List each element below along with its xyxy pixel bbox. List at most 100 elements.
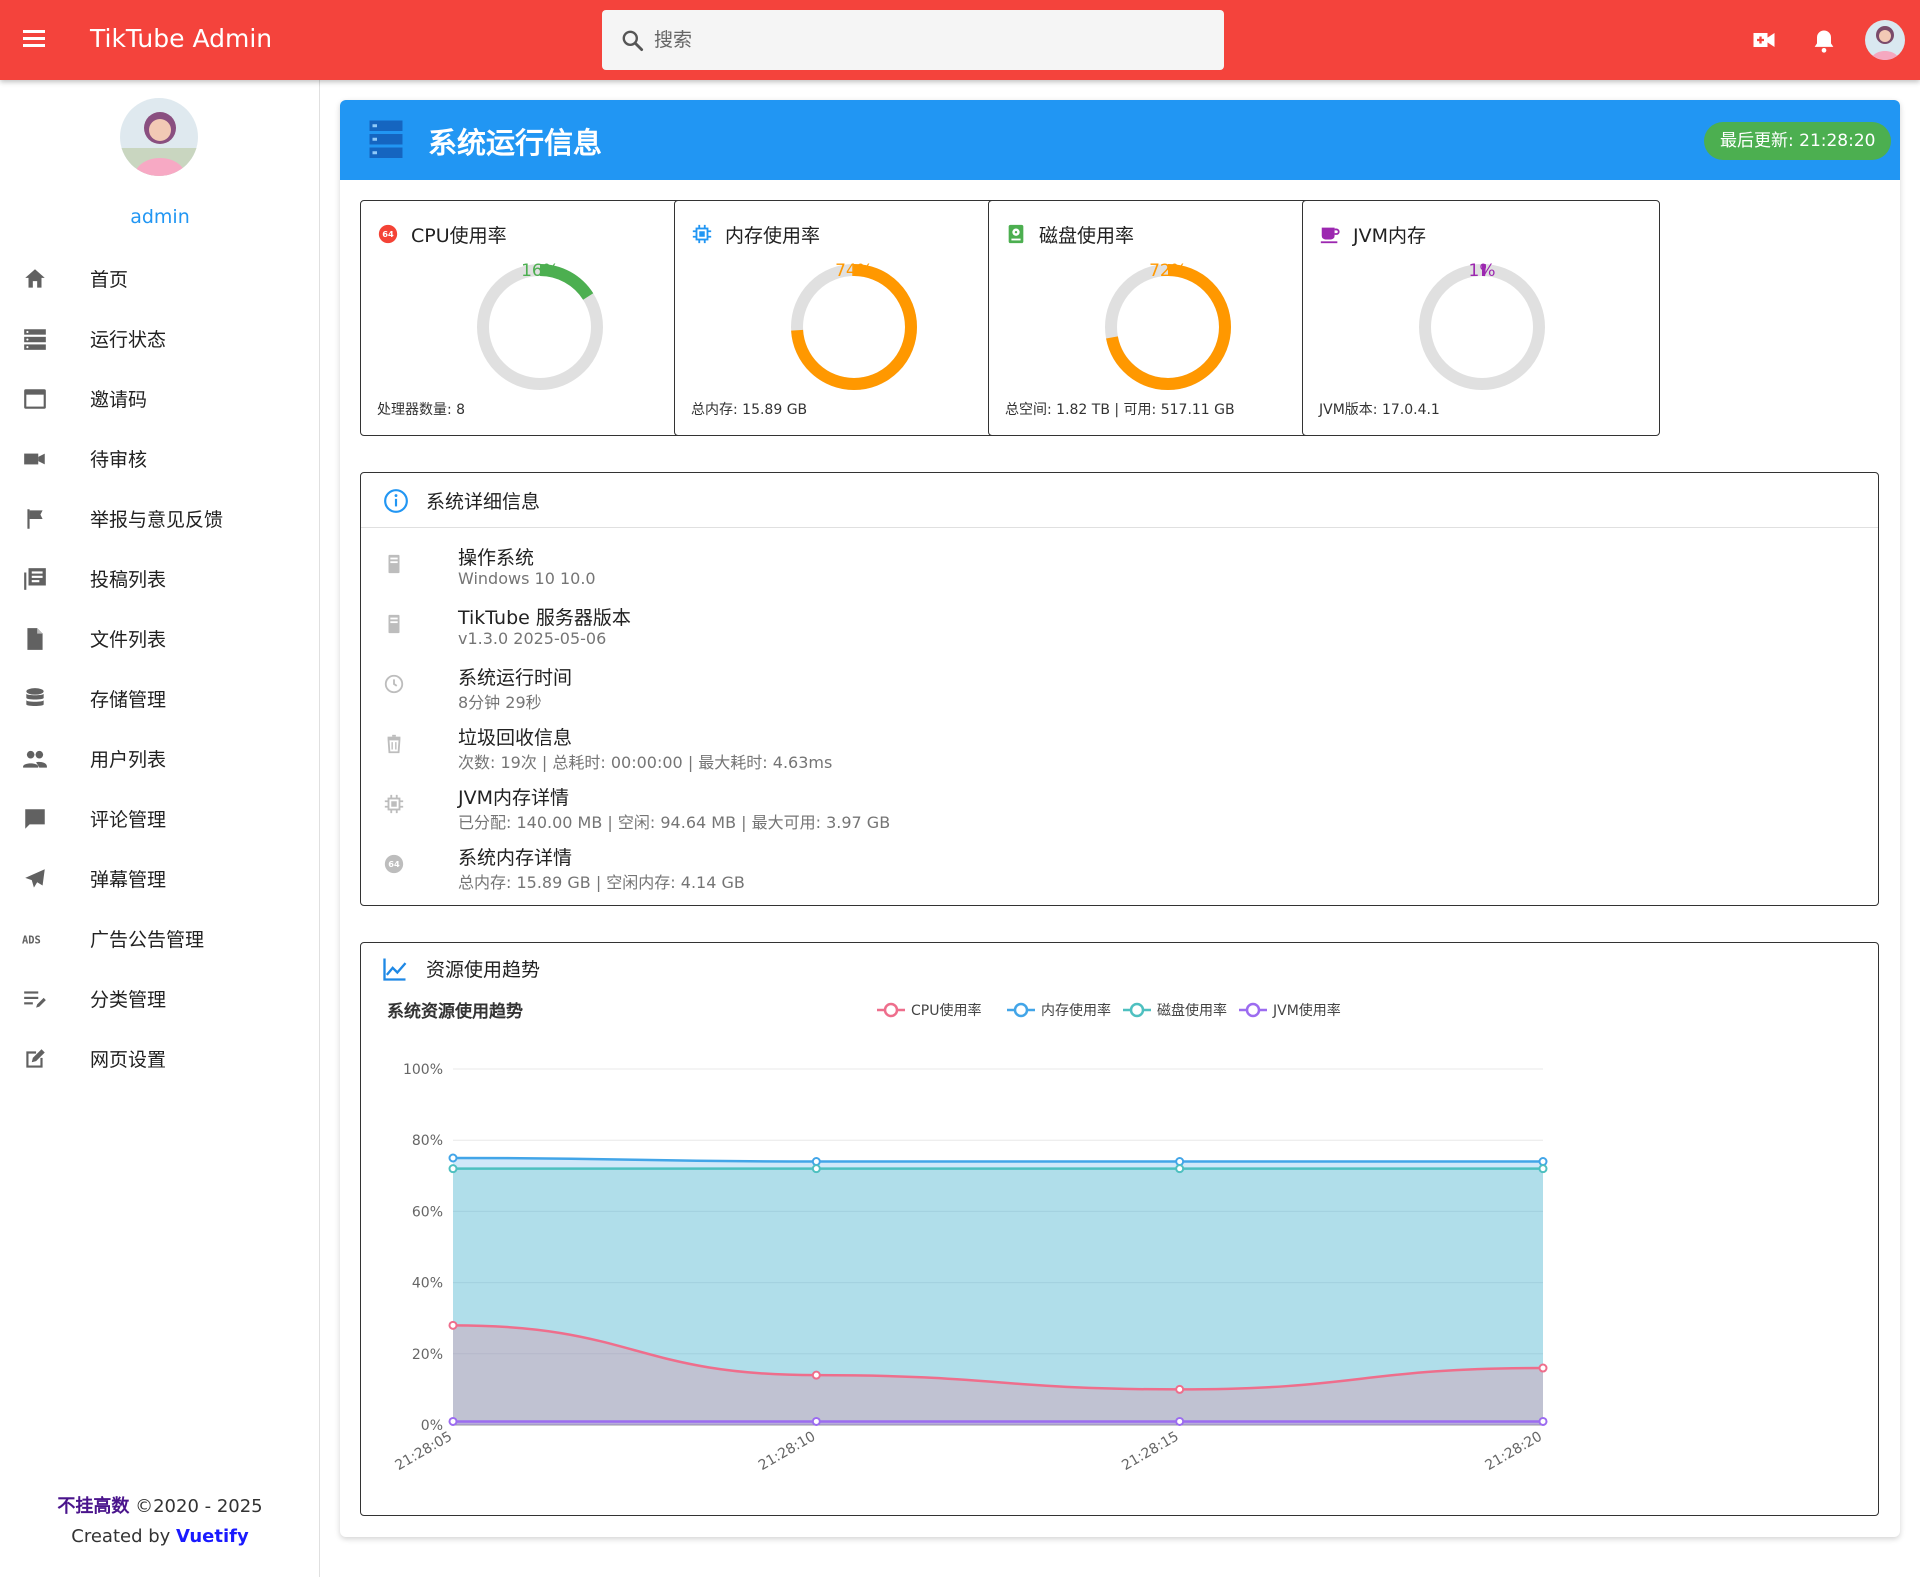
jvm-gauge (1419, 264, 1545, 390)
y-tick-label: 60% (412, 1204, 443, 1220)
detail-label: 系统内存详情 (458, 847, 573, 869)
y-tick-label: 100% (403, 1062, 443, 1078)
sidebar-item-label: 弹幕管理 (90, 869, 167, 891)
legend-marker (1013, 1002, 1029, 1018)
data-point (1175, 1164, 1185, 1174)
detail-label: TikTube 服务器版本 (458, 607, 631, 629)
videocam-icon (24, 453, 45, 465)
sidebar-item-comments[interactable]: 评论管理 (0, 788, 320, 848)
data-point (448, 1164, 458, 1174)
sidebar-item-label: 分类管理 (90, 989, 167, 1011)
data-point (1175, 1157, 1185, 1167)
menu-icon[interactable] (20, 28, 50, 50)
edit-list-icon (24, 991, 46, 1008)
sidebar-item-storage[interactable]: 存储管理 (0, 668, 320, 728)
sidebar-item-ads[interactable]: ADS 广告公告管理 (0, 908, 320, 968)
app-bar: TikTube Admin (0, 0, 1920, 80)
legend-label: 磁盘使用率 (1157, 1002, 1227, 1019)
sidebar-item-status[interactable]: 运行状态 (0, 308, 320, 368)
jvm-memory-card: JVM内存 1% JVM版本: 17.0.4.1 (1302, 200, 1660, 436)
detail-value: Windows 10 10.0 (458, 569, 596, 588)
sidebar-item-pending-review[interactable]: 待审核 (0, 428, 320, 488)
library-icon (24, 568, 46, 590)
dns-icon (24, 329, 46, 350)
info-icon (384, 489, 408, 513)
footer-copyright: ©2020 - 2025 (129, 1496, 263, 1517)
sidebar-item-label: 存储管理 (90, 689, 167, 711)
sidebar-item-invite-code[interactable]: 邀请码 (0, 368, 320, 428)
memory-total: 总内存: 15.89 GB (691, 402, 808, 418)
sidebar-item-users[interactable]: 用户列表 (0, 728, 320, 788)
sidebar-item-danmaku[interactable]: 弹幕管理 (0, 848, 320, 908)
system-details-card: 系统详细信息 操作系统 Windows 10 10.0 TikTube 服务器版… (360, 472, 1879, 906)
user-avatar[interactable] (1865, 20, 1905, 60)
cpu-64-icon: 64 (378, 224, 398, 244)
search-box[interactable] (602, 10, 1224, 70)
footer-framework-link[interactable]: Vuetify (176, 1526, 249, 1547)
jvm-version: JVM版本: 17.0.4.1 (1319, 402, 1440, 418)
x-tick-label: 21:28:20 (1483, 1429, 1545, 1474)
svg-text:64: 64 (382, 229, 394, 239)
sidebar-item-label: 评论管理 (90, 809, 167, 831)
details-title: 系统详细信息 (426, 491, 541, 513)
sidebar-item-files[interactable]: 文件列表 (0, 608, 320, 668)
database-icon (26, 688, 44, 707)
comment-icon (25, 809, 45, 829)
footer-created-by: Created by (71, 1526, 177, 1547)
detail-row-os: 操作系统 Windows 10 10.0 (361, 533, 1878, 593)
x-tick-label: 21:28:05 (393, 1429, 455, 1474)
bell-icon[interactable] (1810, 26, 1838, 56)
legend-marker (1245, 1002, 1261, 1018)
cpu-usage-card: 64 CPU使用率 16% 处理器数量: 8 (360, 200, 718, 436)
footer-brand[interactable]: 不挂高数 (57, 1496, 130, 1517)
data-point (1538, 1416, 1548, 1426)
disk-gauge-value: 72% (1149, 261, 1187, 281)
data-point (448, 1416, 458, 1426)
legend-label: JVM使用率 (1272, 1002, 1341, 1019)
svg-text:64: 64 (388, 859, 400, 869)
flag-icon (27, 509, 43, 529)
y-tick-label: 80% (412, 1133, 443, 1149)
series-area (453, 1168, 1543, 1425)
y-tick-label: 0% (421, 1418, 443, 1434)
data-point (1538, 1164, 1548, 1174)
search-input[interactable] (654, 20, 1194, 60)
disk-gauge (1105, 264, 1231, 390)
sidebar-avatar[interactable] (120, 98, 198, 176)
data-point (1538, 1363, 1548, 1373)
sidebar-item-label: 广告公告管理 (90, 929, 205, 951)
sidebar-item-label: 邀请码 (90, 389, 148, 411)
data-point (811, 1370, 821, 1380)
x-tick-label: 21:28:10 (756, 1429, 818, 1474)
jvm-gauge-value: 1% (1468, 261, 1496, 281)
memory-gauge-value: 74% (835, 261, 873, 281)
data-point (811, 1416, 821, 1426)
detail-value: 总内存: 15.89 GB | 空闲内存: 4.14 GB (458, 873, 745, 892)
resource-trend-card: 资源使用趋势 系统资源使用趋势 0% 20% 40% 60% 80% 100% 21:28:… (360, 942, 1879, 1516)
series-area (453, 1158, 1543, 1425)
disk-usage-card: 磁盘使用率 72% 总空间: 1.82 TB | 可用: 517.11 GB (988, 200, 1346, 436)
sidebar-item-reports[interactable]: 举报与意见反馈 (0, 488, 320, 548)
search-icon (622, 30, 644, 52)
sidebar-item-label: 网页设置 (90, 1049, 167, 1071)
trending-up-icon (383, 958, 407, 981)
metric-title: CPU使用率 (411, 225, 507, 247)
app-title: TikTube Admin (90, 24, 273, 53)
data-point (448, 1320, 458, 1330)
legend-marker (1129, 1002, 1145, 1018)
detail-row-uptime: 系统运行时间 8分钟 29秒 (361, 653, 1878, 713)
series-line (452, 1156, 1543, 1163)
y-tick-label: 20% (412, 1347, 443, 1363)
legend-label: 内存使用率 (1041, 1002, 1111, 1019)
sidebar-item-submissions[interactable]: 投稿列表 (0, 548, 320, 608)
sidebar-item-web-settings[interactable]: 网页设置 (0, 1028, 320, 1088)
x-tick-label: 21:28:15 (1119, 1429, 1181, 1474)
y-tick-label: 40% (412, 1276, 443, 1292)
sidebar-item-categories[interactable]: 分类管理 (0, 968, 320, 1028)
sidebar-item-home[interactable]: 首页 (0, 248, 320, 308)
clock-icon (384, 674, 404, 694)
chart-title: 系统资源使用趋势 (387, 1002, 523, 1022)
data-point (448, 1153, 458, 1163)
video-add-icon[interactable] (1749, 26, 1779, 54)
sidebar-item-label: 运行状态 (90, 329, 167, 351)
